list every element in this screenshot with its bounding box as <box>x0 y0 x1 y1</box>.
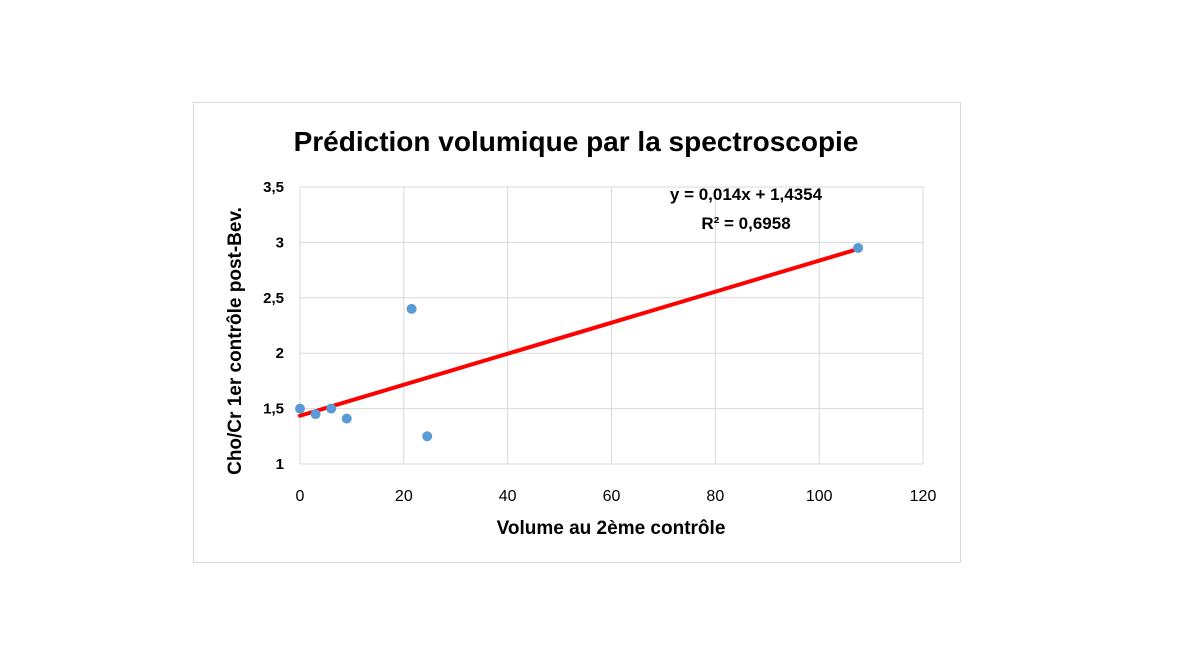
x-tick-label: 60 <box>603 488 621 505</box>
x-axis-title: Volume au 2ème contrôle <box>497 518 726 539</box>
data-points <box>295 242 864 442</box>
y-tick-label: 1,5 <box>263 401 284 418</box>
y-axis-title: Cho/Cr 1er contrôle post-Bev. <box>225 207 246 475</box>
chart-title: Prédiction volumique par la spectroscopi… <box>294 126 859 157</box>
chart-frame: Prédiction volumique par la spectroscopi… <box>193 102 961 563</box>
tick-labels: 1 1,5 2 2,5 3 3,5 0 20 40 60 80 100 120 <box>263 179 936 505</box>
x-tick-label: 20 <box>395 488 413 505</box>
data-point <box>406 303 417 314</box>
data-point <box>295 403 305 414</box>
y-tick-label: 2,5 <box>263 290 284 307</box>
r-squared-label: R² = 0,6958 <box>701 214 790 233</box>
x-tick-label: 40 <box>499 488 517 505</box>
y-tick-label: 1 <box>276 456 284 473</box>
trendline-equation: y = 0,014x + 1,4354 <box>670 185 823 204</box>
x-tick-label: 100 <box>806 488 833 505</box>
y-tick-label: 3 <box>276 234 284 251</box>
data-point <box>341 413 352 424</box>
trendline-layer <box>298 247 861 418</box>
data-point <box>853 242 864 253</box>
scatter-chart: Prédiction volumique par la spectroscopi… <box>225 126 936 539</box>
data-point <box>422 431 433 442</box>
y-tick-label: 2 <box>276 345 284 362</box>
trendline <box>298 247 861 418</box>
x-tick-label: 120 <box>910 488 937 505</box>
data-point <box>326 403 337 414</box>
data-point <box>310 409 321 420</box>
x-tick-label: 0 <box>296 488 305 505</box>
y-tick-label: 3,5 <box>263 179 284 196</box>
grid-lines <box>299 186 924 465</box>
x-tick-label: 80 <box>706 488 724 505</box>
